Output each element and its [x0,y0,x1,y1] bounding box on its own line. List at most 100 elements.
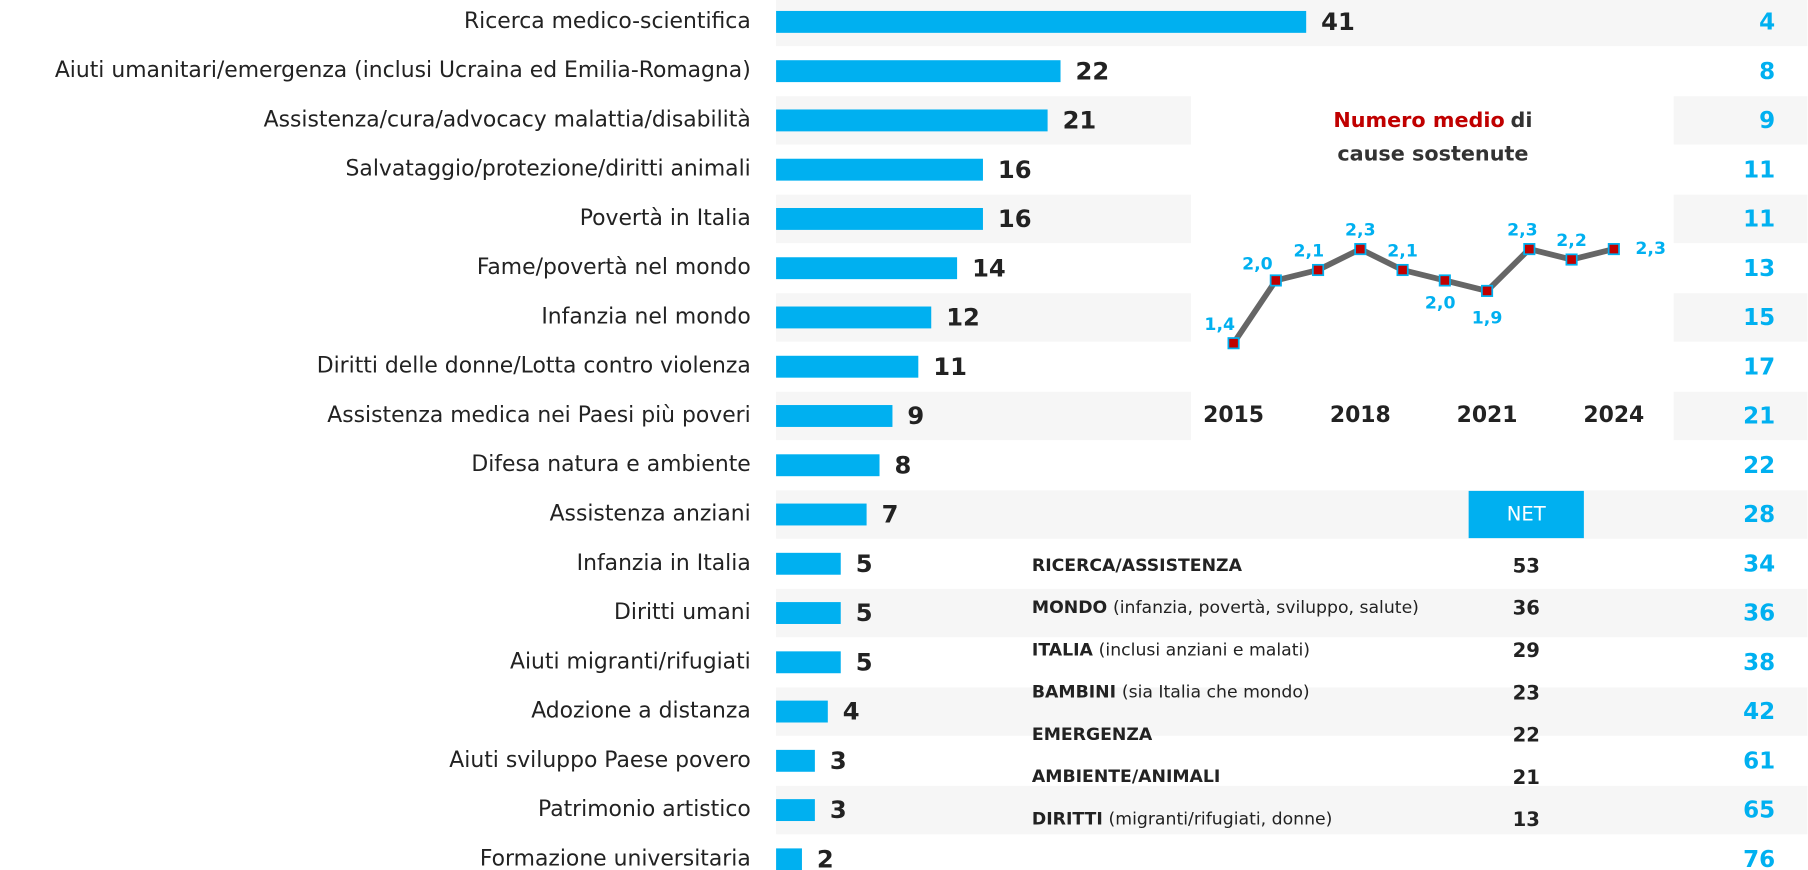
value-label: 5 [856,648,873,676]
x-tick-label: 2024 [1583,403,1644,428]
table-row-label: AMBIENTE/ANIMALI [1032,767,1220,787]
rank-value: 42 [1743,699,1775,725]
value-label: 8 [895,451,912,479]
bar [776,749,815,772]
value-label: 3 [830,747,847,775]
point-label: 2,1 [1387,242,1418,262]
table-row-name: EMERGENZA [1032,725,1153,745]
value-label: 22 [1076,57,1110,85]
category-label: Aiuti umanitari/emergenza (inclusi Ucrai… [55,58,751,83]
category-label: Difesa natura e ambiente [471,452,750,477]
bar [776,552,841,575]
category-label: Salvataggio/protezione/diritti animali [346,157,751,182]
rank-value: 21 [1743,404,1775,430]
table-row-value: 13 [1513,808,1540,831]
category-label: Ricerca medico-scientifica [464,9,751,34]
value-label: 16 [998,156,1032,184]
category-label: Diritti umani [614,600,751,625]
x-tick-label: 2015 [1203,403,1264,428]
bar [776,60,1061,83]
category-label: Assistenza anziani [550,502,751,527]
point-label: 2,0 [1425,294,1456,314]
value-label: 14 [972,254,1006,282]
marker [1269,274,1282,287]
bar [776,405,893,427]
table-row-detail: (sia Italia che mondo) [1122,683,1310,703]
category-label: Assistenza medica nei Paesi più poveri [327,403,750,428]
rank-value: 13 [1743,256,1775,282]
marker [1227,337,1240,350]
bar [776,10,1307,33]
marker [1481,284,1494,297]
rank-value: 4 [1759,10,1775,36]
bar [776,700,828,723]
marker [1607,243,1620,256]
table-row-label: DIRITTI (migranti/rifugiati, donne) [1032,810,1333,830]
value-label: 12 [946,304,980,332]
category-label: Povertà in Italia [580,206,751,231]
inset-title: cause sostenute [1337,141,1528,165]
value-label: 16 [998,205,1032,233]
rank-value: 38 [1743,650,1775,676]
point-label: 2,3 [1345,221,1376,241]
inset-title: Numero medio di [1333,108,1532,132]
marker [1312,263,1325,277]
marker [1438,274,1451,287]
rank-value: 9 [1759,108,1775,134]
table-row-value: 36 [1513,597,1540,620]
table-row-label: MONDO (infanzia, povertà, sviluppo, salut… [1032,598,1419,618]
category-label: Assistenza/cura/advocacy malattia/disabi… [264,107,751,132]
table-row-detail: (inclusi anziani e malati) [1099,640,1310,660]
bar [776,848,802,870]
bar [776,257,958,280]
value-label: 4 [843,698,860,726]
table-header: NET [1507,503,1547,526]
category-label: Infanzia nel mondo [541,304,750,329]
value-label: 21 [1063,107,1097,135]
rank-value: 28 [1743,502,1775,528]
category-label: Adozione a distanza [531,699,751,724]
table-row-detail: (migranti/rifugiati, donne) [1109,810,1333,830]
rank-value: 34 [1743,551,1775,577]
bar [776,207,983,230]
category-label: Aiuti sviluppo Paese povero [449,748,750,773]
table-row-label: ITALIA (inclusi anziani e malati) [1032,640,1310,660]
bar [776,651,841,674]
table-row-name: ITALIA [1032,640,1094,660]
category-label: Diritti delle donne/Lotta contro violenz… [317,354,751,379]
rank-value: 11 [1743,207,1775,233]
bar [776,799,815,822]
point-label: 2,1 [1294,242,1325,262]
value-label: 41 [1321,8,1355,36]
bar [776,602,841,624]
value-label: 5 [856,599,873,627]
value-label: 3 [830,796,847,824]
bar [776,503,867,526]
rank-value: 36 [1743,601,1775,627]
rank-value: 8 [1759,59,1775,85]
rank-value: 11 [1743,157,1775,183]
rank-value: 17 [1743,354,1775,380]
point-label: 2,3 [1635,239,1666,259]
table-row-name: RICERCA/ASSISTENZA [1032,556,1243,576]
value-label: 7 [882,501,899,529]
row-stripe [776,687,1808,736]
rank-value: 15 [1743,305,1775,331]
table-row-value: 23 [1513,681,1540,704]
inset-title-text: di [1510,108,1532,132]
value-label: 2 [817,845,834,870]
point-label: 2,0 [1242,254,1273,274]
table-row-value: 22 [1513,724,1540,747]
table-row-name: MONDO [1032,598,1107,618]
point-label: 2,2 [1556,231,1587,251]
marker [1396,263,1409,277]
category-label: Fame/povertà nel mondo [477,255,751,280]
inset-background [1190,95,1674,442]
table-row-detail: (infanzia, povertà, sviluppo, salute) [1113,598,1419,618]
marker [1523,243,1536,256]
table-row-name: AMBIENTE/ANIMALI [1032,767,1220,787]
category-label: Aiuti migranti/rifugiati [510,649,751,674]
x-tick-label: 2018 [1330,403,1391,428]
table-row-name: BAMBINI [1032,683,1116,703]
